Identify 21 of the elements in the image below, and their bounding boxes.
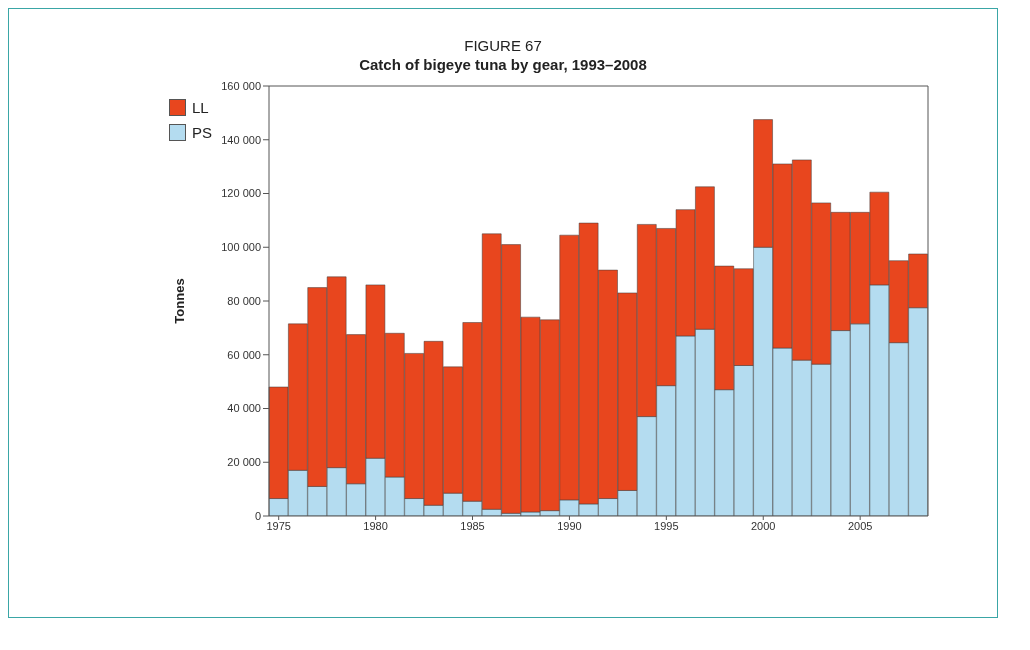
legend-label: PS <box>192 124 213 141</box>
x-tick-label: 1995 <box>654 519 679 532</box>
y-tick-label: 20 000 <box>227 456 261 469</box>
x-tick-label: 2005 <box>847 519 873 532</box>
x-tick-label: 1975 <box>266 519 291 532</box>
y-tick-label: 120 000 <box>221 187 261 200</box>
x-tick-label: 1980 <box>363 519 388 532</box>
y-tick-label: 140 000 <box>221 133 261 146</box>
x-tick-label: 1985 <box>460 519 485 532</box>
legend-label: LL <box>191 99 210 116</box>
y-tick-label: 80 000 <box>227 294 261 307</box>
y-axis-title: Tonnes <box>171 278 187 324</box>
x-tick-label: 1990 <box>557 519 582 532</box>
y-tick-label: 100 000 <box>221 241 261 254</box>
y-tick-label: 40 000 <box>227 402 261 415</box>
y-tick-label: 60 000 <box>227 348 261 361</box>
y-tick-label: 160 000 <box>221 79 261 92</box>
x-tick-label: 2000 <box>751 519 776 532</box>
chart-title: FIGURE 67 <box>463 37 543 54</box>
y-tick-label: 0 <box>254 509 261 522</box>
chart-subtitle: Catch of bigeye tuna by gear, 1993–2008 <box>358 56 648 73</box>
